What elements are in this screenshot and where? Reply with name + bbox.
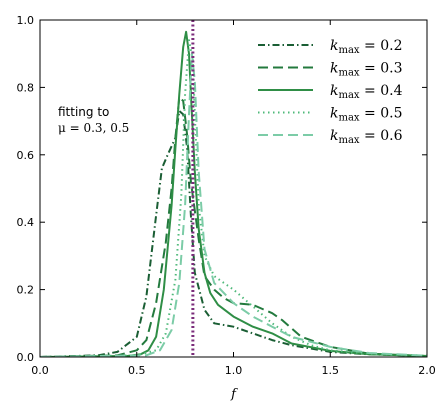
y-tick-label: 0.0 bbox=[17, 351, 35, 364]
y-tick-label: 0.2 bbox=[17, 284, 35, 297]
x-tick-label: 2.0 bbox=[418, 364, 436, 377]
x-tick-label: 0.5 bbox=[128, 364, 146, 377]
legend-label-5: kmax = 0.6 bbox=[330, 128, 403, 146]
x-tick-label: 1.5 bbox=[322, 364, 340, 377]
series-line-5 bbox=[40, 52, 427, 357]
y-tick-label: 0.8 bbox=[17, 81, 35, 94]
y-tick-label: 1.0 bbox=[17, 14, 35, 27]
series-line-2 bbox=[40, 96, 427, 357]
series-line-1 bbox=[40, 110, 427, 357]
y-tick-label: 0.4 bbox=[17, 216, 35, 229]
x-tick-label: 1.0 bbox=[225, 364, 243, 377]
legend-label-1: kmax = 0.2 bbox=[330, 38, 402, 56]
y-tick-label: 0.6 bbox=[17, 149, 35, 162]
legend-label-4: kmax = 0.5 bbox=[330, 106, 402, 124]
annotation: fitting to μ = 0.3, 0.5 bbox=[58, 105, 129, 135]
legend: kmax = 0.2 kmax = 0.3 kmax = 0.4 kmax = 0.5… bbox=[258, 38, 403, 146]
annotation-line-2: μ = 0.3, 0.5 bbox=[58, 121, 129, 135]
x-tick-label: 0.0 bbox=[31, 364, 49, 377]
legend-label-3: kmax = 0.4 bbox=[330, 83, 403, 101]
x-axis-label: f bbox=[230, 387, 238, 402]
legend-label-2: kmax = 0.3 bbox=[330, 61, 402, 79]
plot-area bbox=[40, 20, 427, 357]
annotation-line-1: fitting to bbox=[58, 105, 109, 119]
